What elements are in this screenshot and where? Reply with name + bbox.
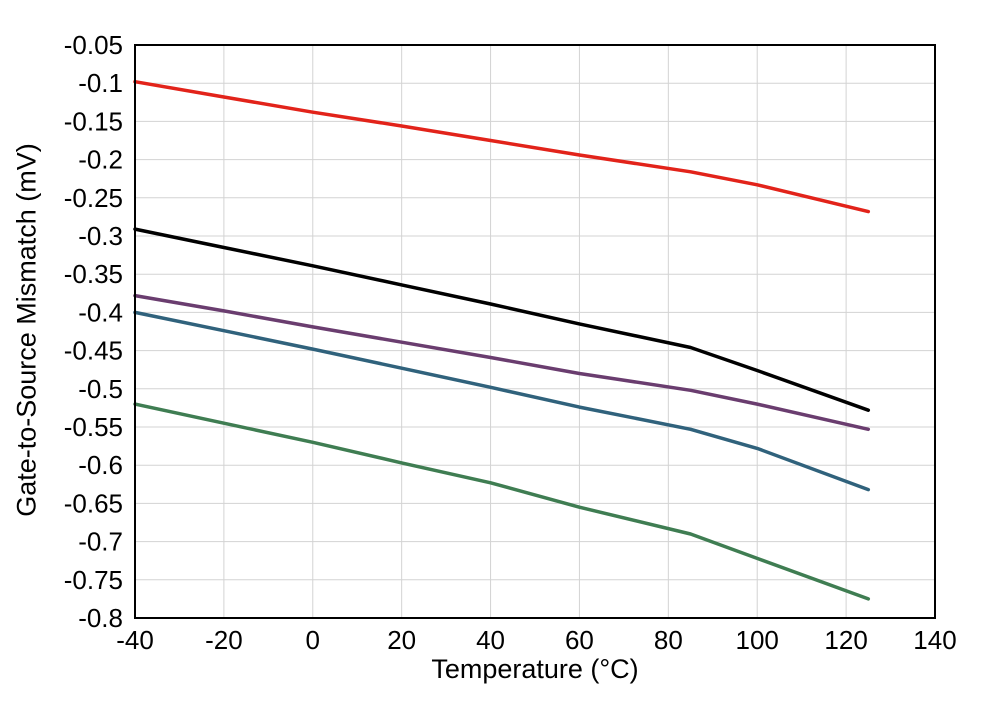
y-tick-label: -0.7 bbox=[78, 527, 123, 557]
x-tick-label: 40 bbox=[476, 625, 505, 655]
x-tick-label: 80 bbox=[654, 625, 683, 655]
y-tick-label: -0.5 bbox=[78, 374, 123, 404]
y-tick-label: -0.05 bbox=[64, 30, 123, 60]
series-line-purple bbox=[133, 293, 871, 432]
y-tick-label: -0.6 bbox=[78, 450, 123, 480]
x-tick-label: 60 bbox=[565, 625, 594, 655]
x-tick-label: -40 bbox=[116, 625, 154, 655]
y-tick-label: -0.3 bbox=[78, 221, 123, 251]
y-tick-label: -0.55 bbox=[64, 412, 123, 442]
x-tick-label: 120 bbox=[824, 625, 867, 655]
y-axis-title: Gate-to-Source Mismatch (mV) bbox=[11, 143, 42, 517]
series-line-green bbox=[133, 402, 871, 601]
series-line-black bbox=[133, 227, 871, 412]
y-tick-label: -0.25 bbox=[64, 183, 123, 213]
y-tick-label: -0.65 bbox=[64, 488, 123, 518]
y-tick-label: -0.75 bbox=[64, 565, 123, 595]
x-axis-title: Temperature (°C) bbox=[431, 654, 639, 684]
y-tick-label: -0.45 bbox=[64, 336, 123, 366]
x-tick-label: 20 bbox=[387, 625, 416, 655]
y-tick-label: -0.2 bbox=[78, 145, 123, 175]
y-tick-label: -0.1 bbox=[78, 68, 123, 98]
x-tick-label: 140 bbox=[913, 625, 956, 655]
x-tick-label: 0 bbox=[306, 625, 320, 655]
y-tick-label: -0.8 bbox=[78, 603, 123, 633]
y-tick-label: -0.15 bbox=[64, 106, 123, 136]
series-line-teal bbox=[133, 310, 871, 492]
y-tick-label: -0.4 bbox=[78, 297, 123, 327]
series-line-red bbox=[133, 79, 871, 214]
x-tick-label: 100 bbox=[736, 625, 779, 655]
y-tick-label: -0.35 bbox=[64, 259, 123, 289]
x-tick-label: -20 bbox=[205, 625, 243, 655]
plot-border bbox=[134, 44, 936, 619]
